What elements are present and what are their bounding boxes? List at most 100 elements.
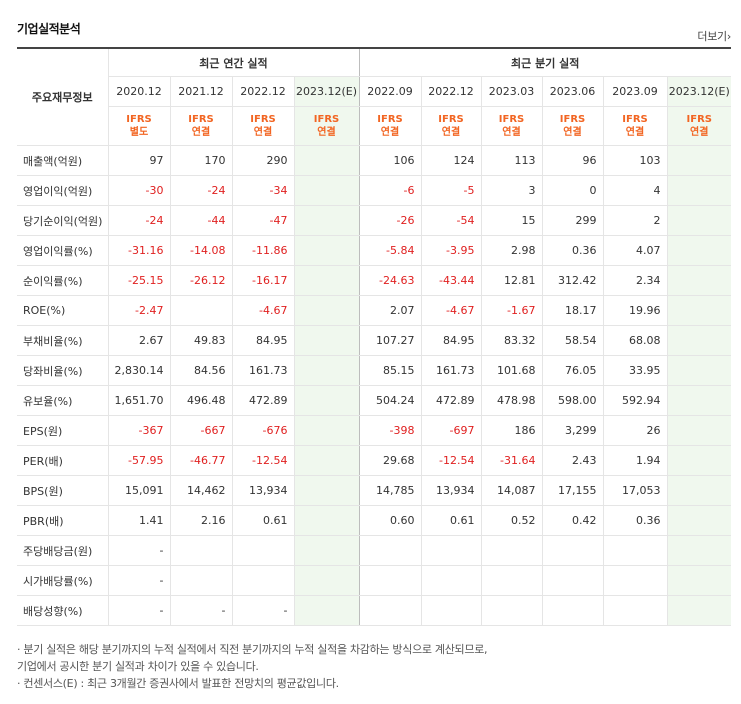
table-row: 주당배당금(원) - — [17, 535, 731, 566]
value-cell: 0.60 — [358, 505, 421, 536]
quarterly-header: 최근 분기 실적 — [358, 48, 731, 77]
value-cell: -676 — [231, 415, 294, 446]
row-label: 순이익률(%) — [17, 265, 108, 296]
value-cell: -12.54 — [420, 445, 481, 476]
value-cell: -6 — [358, 175, 421, 206]
value-cell: 2.43 — [541, 445, 603, 476]
value-cell: -47 — [231, 205, 294, 236]
table-row: EPS(원) -367 -667 -676 -398 -697 186 3,299 26 — [17, 415, 731, 446]
ifrs-scope: 별도 — [129, 127, 149, 138]
more-link[interactable]: 더보기› — [697, 28, 731, 44]
ifrs-standard: IFRS — [686, 114, 712, 125]
value-cell: 1,651.70 — [107, 385, 170, 416]
table-row: BPS(원) 15,091 14,462 13,934 14,785 13,934 14,0… — [17, 475, 731, 506]
row-label: PBR(배) — [17, 505, 108, 536]
table-row: 당기순이익(억원) -24 -44 -47 -26 -54 15 299 2 — [17, 205, 731, 236]
value-cell — [420, 595, 481, 626]
period-header: 2022.12 — [420, 76, 481, 107]
more-label: 더보기 — [697, 30, 727, 43]
ifrs-scope: 연결 — [690, 127, 709, 138]
page-title: 기업실적분석 — [17, 22, 81, 36]
ifrs-scope: 연결 — [253, 127, 273, 138]
table-row: PBR(배) 1.41 2.16 0.61 0.60 0.61 0.52 0.42 0.36 — [17, 505, 731, 536]
period-header: 2023.06 — [541, 76, 603, 107]
value-cell — [293, 325, 359, 356]
value-cell: 170 — [169, 145, 232, 176]
ifrs-badge: IFRS 연결 — [293, 106, 359, 146]
ifrs-badge: IFRS 연결 — [602, 106, 667, 146]
value-cell: 2.07 — [358, 295, 421, 326]
row-label: 부채비율(%) — [17, 325, 108, 356]
value-cell: 17,155 — [541, 475, 603, 506]
value-cell: -3.95 — [420, 235, 481, 266]
value-cell — [666, 505, 731, 536]
ifrs-scope: 연결 — [380, 127, 400, 138]
ifrs-standard: IFRS — [622, 114, 648, 125]
value-cell: 478.98 — [480, 385, 542, 416]
value-cell: -4.67 — [231, 295, 294, 326]
value-cell — [541, 595, 603, 626]
value-cell — [541, 535, 603, 566]
value-cell: 161.73 — [231, 355, 294, 386]
ifrs-badge: IFRS 연결 — [480, 106, 542, 146]
period-header: 2020.12 — [107, 76, 170, 107]
table-row: 배당성향(%) - - - — [17, 595, 731, 626]
value-cell: -26 — [358, 205, 421, 236]
value-cell: 0.52 — [480, 505, 542, 536]
value-cell — [358, 595, 421, 626]
value-cell: 0.61 — [231, 505, 294, 536]
period-header: 2021.12 — [169, 76, 232, 107]
value-cell — [293, 235, 359, 266]
ifrs-badge: IFRS 별도 — [107, 106, 170, 146]
value-cell: 107.27 — [358, 325, 421, 356]
value-cell: 2,830.14 — [107, 355, 170, 386]
value-cell — [293, 445, 359, 476]
ifrs-badge: IFRS 연결 — [231, 106, 294, 146]
value-cell: -5.84 — [358, 235, 421, 266]
value-cell: 2.67 — [107, 325, 170, 356]
value-cell: -24 — [169, 175, 232, 206]
value-cell: -4.67 — [420, 295, 481, 326]
value-cell — [231, 565, 294, 596]
value-cell: 14,087 — [480, 475, 542, 506]
value-cell: 68.08 — [602, 325, 667, 356]
value-cell: 2.16 — [169, 505, 232, 536]
ifrs-standard: IFRS — [126, 114, 152, 125]
value-cell — [293, 205, 359, 236]
value-cell — [293, 595, 359, 626]
value-cell — [293, 355, 359, 386]
value-cell: 472.89 — [420, 385, 481, 416]
value-cell: 29.68 — [358, 445, 421, 476]
value-cell — [666, 145, 731, 176]
value-cell: 12.81 — [480, 265, 542, 296]
value-cell: 186 — [480, 415, 542, 446]
value-cell: -5 — [420, 175, 481, 206]
value-cell: 3,299 — [541, 415, 603, 446]
value-cell — [480, 595, 542, 626]
value-cell — [293, 265, 359, 296]
value-cell — [480, 535, 542, 566]
value-cell — [293, 505, 359, 536]
value-cell: -1.67 — [480, 295, 542, 326]
value-cell: -46.77 — [169, 445, 232, 476]
value-cell: 504.24 — [358, 385, 421, 416]
ifrs-scope: 연결 — [502, 127, 521, 138]
ifrs-badge: IFRS 연결 — [169, 106, 232, 146]
value-cell: 58.54 — [541, 325, 603, 356]
footnotes: · 분기 실적은 해당 분기까지의 누적 실적에서 직전 분기까지의 누적 실적… — [17, 641, 488, 692]
value-cell: 113 — [480, 145, 542, 176]
ifrs-standard: IFRS — [559, 114, 586, 125]
value-cell: -24.63 — [358, 265, 421, 296]
value-cell: -12.54 — [231, 445, 294, 476]
ifrs-scope: 연결 — [317, 127, 336, 138]
value-cell — [293, 145, 359, 176]
row-label: 매출액(억원) — [17, 145, 108, 176]
value-cell: 96 — [541, 145, 603, 176]
value-cell — [293, 475, 359, 506]
value-cell: - — [107, 595, 170, 626]
value-cell: 76.05 — [541, 355, 603, 386]
value-cell: -14.08 — [169, 235, 232, 266]
ifrs-badge: IFRS 연결 — [666, 106, 731, 146]
ifrs-standard: IFRS — [250, 114, 276, 125]
annual-header: 최근 연간 실적 — [107, 48, 359, 77]
